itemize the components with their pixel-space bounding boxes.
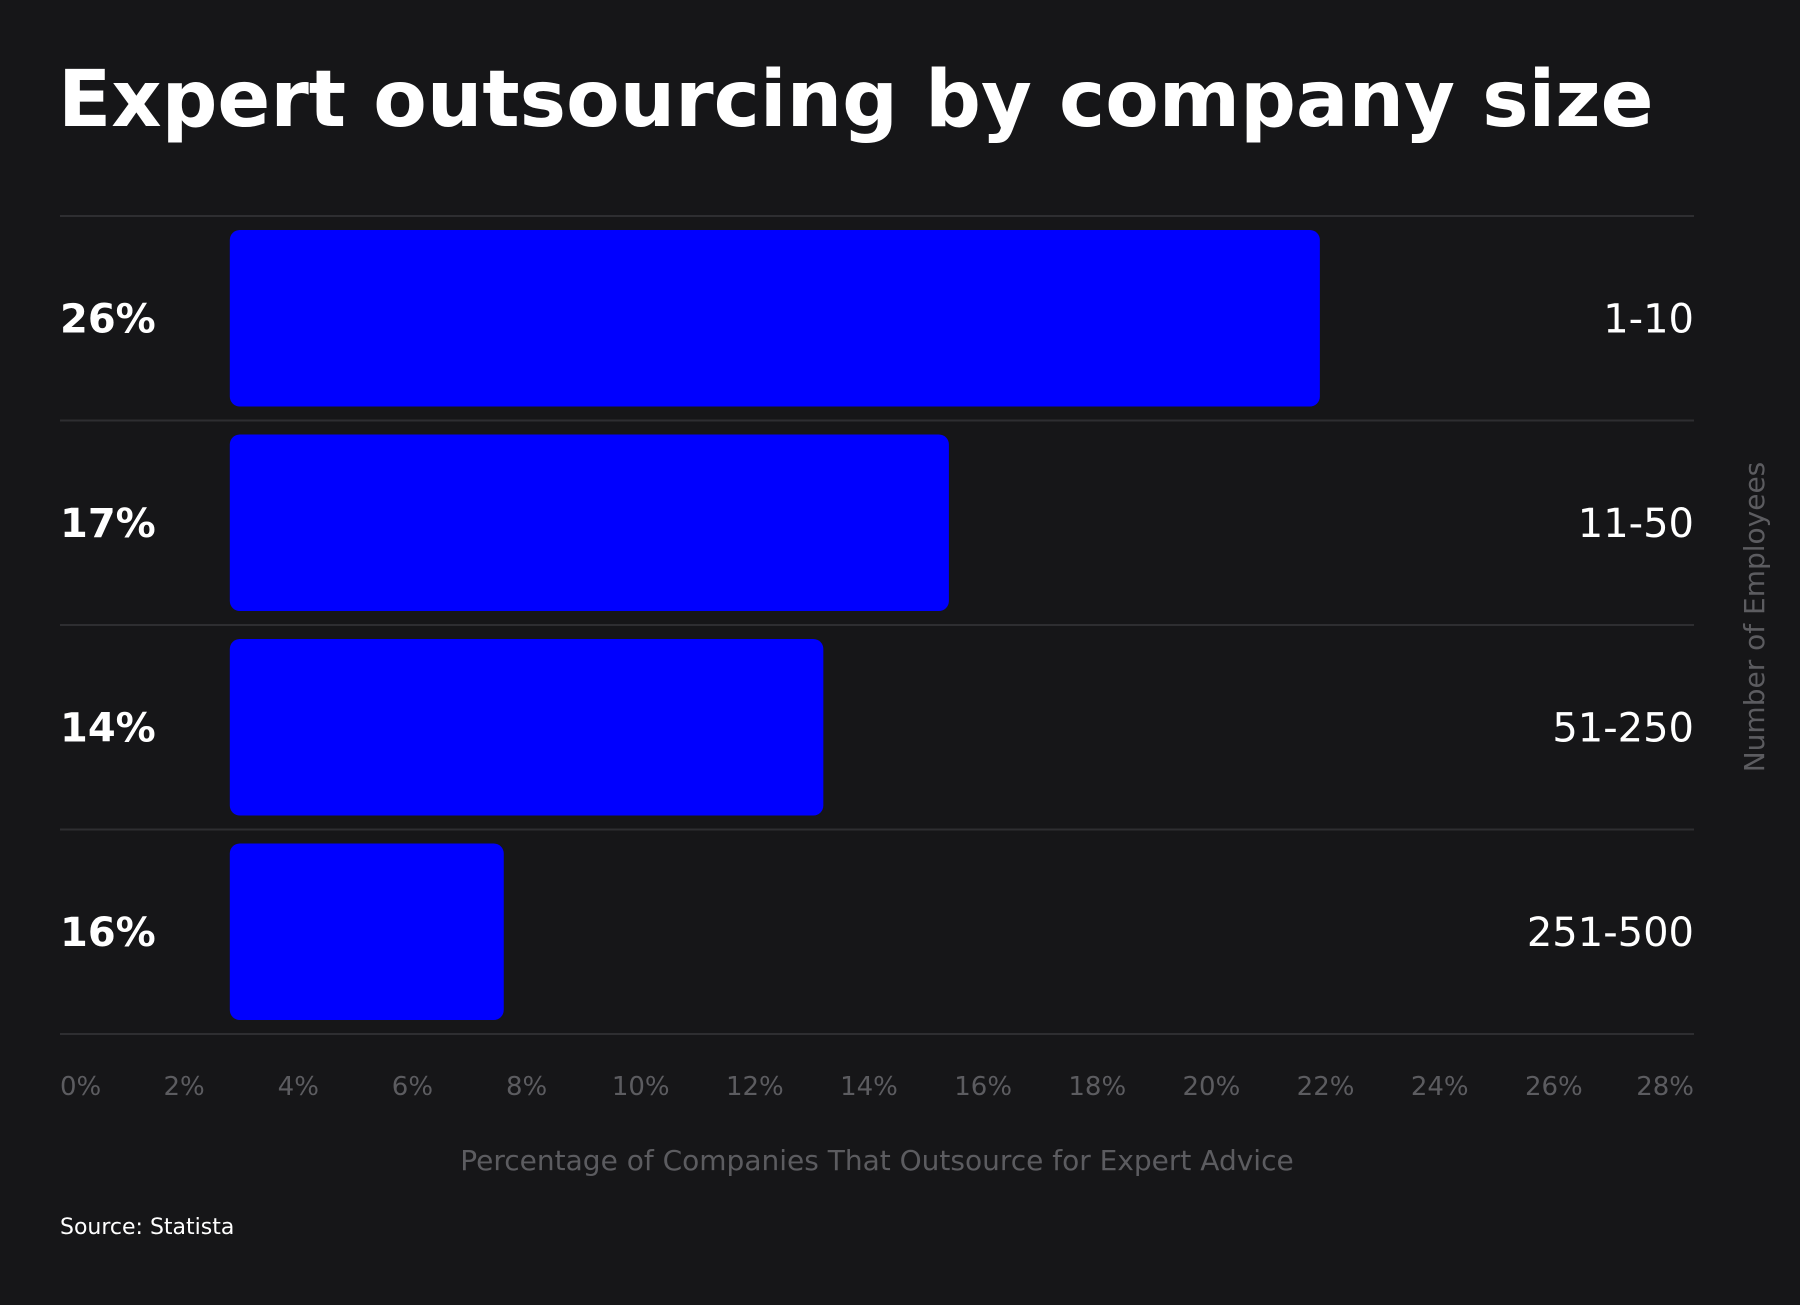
x-tick-label: 0% bbox=[60, 1072, 101, 1102]
category-label: 11-50 bbox=[1578, 501, 1694, 547]
category-label: 51-250 bbox=[1552, 705, 1694, 751]
x-tick-label: 6% bbox=[392, 1072, 433, 1102]
x-tick-label: 12% bbox=[726, 1072, 784, 1102]
x-tick-label: 2% bbox=[164, 1072, 205, 1102]
x-tick-label: 18% bbox=[1068, 1072, 1126, 1102]
bar-11-50 bbox=[229, 434, 949, 611]
bar-251-500 bbox=[229, 843, 504, 1020]
bars bbox=[229, 230, 1320, 1020]
x-tick-label: 16% bbox=[954, 1072, 1012, 1102]
x-tick-label: 22% bbox=[1297, 1072, 1355, 1102]
value-labels: 26% 17% 14% 16% bbox=[60, 296, 156, 956]
x-axis-ticks: 0% 2% 4% 6% 8% 10% 12% 14% 16% 18% 20% 22% 24% 26% 28% bbox=[60, 1072, 1694, 1102]
x-tick-label: 10% bbox=[612, 1072, 670, 1102]
x-tick-label: 4% bbox=[278, 1072, 319, 1102]
category-labels: 1-10 11-50 51-250 251-500 bbox=[1527, 296, 1694, 956]
bar-51-250 bbox=[229, 639, 824, 816]
row-separators bbox=[60, 215, 1694, 1035]
x-tick-label: 24% bbox=[1411, 1072, 1469, 1102]
category-label: 1-10 bbox=[1603, 296, 1694, 342]
x-tick-label: 14% bbox=[840, 1072, 898, 1102]
source-note: Source: Statista bbox=[60, 1215, 235, 1240]
chart-title: Expert outsourcing by company size bbox=[58, 55, 1654, 145]
value-label: 16% bbox=[60, 910, 156, 956]
x-axis-title: Percentage of Companies That Outsource f… bbox=[460, 1144, 1293, 1177]
category-label: 251-500 bbox=[1527, 910, 1694, 956]
x-tick-label: 26% bbox=[1525, 1072, 1583, 1102]
bar-1-10 bbox=[229, 230, 1320, 407]
value-label: 14% bbox=[60, 705, 156, 751]
x-tick-label: 20% bbox=[1183, 1072, 1241, 1102]
x-tick-label: 8% bbox=[506, 1072, 547, 1102]
value-label: 26% bbox=[60, 296, 156, 342]
value-label: 17% bbox=[60, 501, 156, 547]
y-axis-title: Number of Employees bbox=[1738, 462, 1771, 773]
x-tick-label: 28% bbox=[1636, 1072, 1694, 1102]
